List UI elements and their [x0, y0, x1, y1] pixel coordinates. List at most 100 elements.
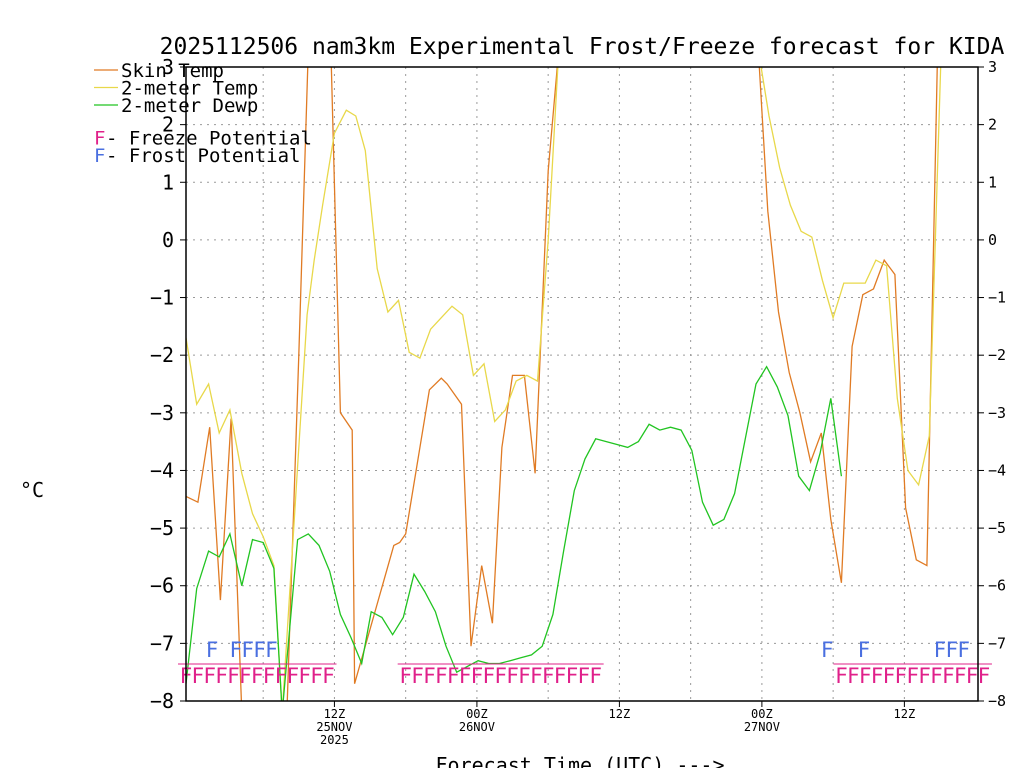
y-tick-label-left: −7 — [150, 631, 174, 655]
freeze-flag: F — [859, 664, 872, 688]
x-axis-label: Forecast Time (UTC) ---> — [436, 753, 725, 768]
freeze-flag: F — [966, 664, 979, 688]
freeze-flag: F — [918, 664, 931, 688]
freeze-flag: F — [482, 664, 495, 688]
freeze-flag: F — [435, 664, 448, 688]
freeze-flag: F — [215, 664, 228, 688]
frost-flag: F — [934, 638, 947, 662]
freeze-flag: F — [251, 664, 264, 688]
legend-label: 2-meter Dewp — [121, 95, 258, 117]
freeze-flag: F — [554, 664, 567, 688]
y-tick-label-right: 2 — [988, 116, 997, 134]
freeze-flag: F — [942, 664, 955, 688]
y-tick-label-left: 0 — [162, 228, 174, 252]
frost-flag: F — [206, 638, 219, 662]
y-tick-label-left: −5 — [150, 516, 174, 540]
freeze-flag: F — [494, 664, 507, 688]
freeze-flag: F — [239, 664, 252, 688]
y-tick-label-right: −3 — [988, 404, 1006, 422]
y-tick-label-left: 2 — [162, 113, 174, 137]
freeze-flag: F — [275, 664, 288, 688]
y-tick-label-left: 1 — [162, 170, 174, 194]
y-tick-label-left: −4 — [150, 458, 174, 482]
frost-flag: F — [858, 638, 871, 662]
freeze-flag: F — [423, 664, 436, 688]
freeze-flag: F — [287, 664, 300, 688]
legend-marker: F — [94, 128, 105, 150]
freeze-flag: F — [906, 664, 919, 688]
frost-flag: F — [946, 638, 959, 662]
y-tick-label-right: −1 — [988, 289, 1006, 307]
y-tick-label-left: −2 — [150, 343, 174, 367]
chart-title: 2025112506 nam3km Experimental Frost/Fre… — [160, 34, 1005, 60]
x-tick-label: 25NOV — [316, 720, 352, 734]
y-tick-label-right: −7 — [988, 634, 1006, 652]
x-tick-label: 00Z — [751, 707, 773, 721]
x-tick-label: 27NOV — [744, 720, 780, 734]
frost-flag: F — [821, 638, 834, 662]
y-tick-label-right: −4 — [988, 461, 1006, 479]
y-axis-label: °C — [20, 478, 44, 502]
freeze-flag: F — [203, 664, 216, 688]
freeze-flag: F — [447, 664, 460, 688]
y-tick-label-right: −5 — [988, 519, 1006, 537]
freeze-flag: F — [883, 664, 896, 688]
freeze-flag: F — [471, 664, 484, 688]
freeze-flag: F — [847, 664, 860, 688]
frost-flag: F — [957, 638, 970, 662]
x-tick-label: 12Z — [609, 707, 631, 721]
x-tick-label: 2025 — [320, 733, 349, 747]
x-tick-label: 12Z — [894, 707, 916, 721]
freeze-flag: F — [894, 664, 907, 688]
freeze-flag: F — [192, 664, 205, 688]
y-tick-label-right: −8 — [988, 692, 1006, 710]
legend-label: Skin Temp — [121, 60, 224, 82]
y-tick-label-right: 0 — [988, 231, 997, 249]
freeze-flag: F — [322, 664, 335, 688]
freeze-flag: F — [518, 664, 531, 688]
freeze-flag: F — [298, 664, 311, 688]
legend-label: - Frost Potential — [106, 145, 300, 167]
freeze-flag: F — [954, 664, 967, 688]
legend-label: 2-meter Temp — [121, 78, 258, 100]
freeze-flag: F — [978, 664, 991, 688]
x-tick-label: 26NOV — [459, 720, 495, 734]
x-tick-label: 12Z — [324, 707, 346, 721]
freeze-flag: F — [530, 664, 543, 688]
freeze-flag: F — [399, 664, 412, 688]
series-line-skin-temp — [186, 67, 938, 701]
freeze-flag: F — [835, 664, 848, 688]
freeze-flag: F — [227, 664, 240, 688]
y-tick-label-left: −1 — [150, 286, 174, 310]
freeze-flag: F — [542, 664, 555, 688]
frost-flag: F — [265, 638, 278, 662]
freeze-flag: F — [566, 664, 579, 688]
freeze-flag: F — [589, 664, 602, 688]
freeze-flag: F — [577, 664, 590, 688]
x-tick-label: 00Z — [466, 707, 488, 721]
y-tick-label-right: −6 — [988, 577, 1006, 595]
plot-frame — [185, 66, 979, 702]
y-tick-label-right: 1 — [988, 173, 997, 191]
frost-flag: F — [241, 638, 254, 662]
freeze-flag: F — [871, 664, 884, 688]
freeze-flag: F — [459, 664, 472, 688]
y-tick-label-left: −3 — [150, 401, 174, 425]
legend-label: - Freeze Potential — [106, 128, 312, 150]
y-tick-label-left: −6 — [150, 574, 174, 598]
legend-marker: F — [94, 145, 105, 167]
frost-flag: F — [230, 638, 243, 662]
y-tick-label-right: −2 — [988, 346, 1006, 364]
freeze-flag: F — [411, 664, 424, 688]
y-axis: −8 −8 −7 −7 −6 −6 −5 −5 −4 −4 −3 −3 −2 −2 −1 −1 0 0 1 1 2 2 3 3 — [150, 55, 1006, 713]
freeze-flag: F — [506, 664, 519, 688]
y-tick-label-left: −8 — [150, 689, 174, 713]
y-tick-label-right: 3 — [988, 58, 997, 76]
freeze-flag: F — [310, 664, 323, 688]
frost-flag: F — [253, 638, 266, 662]
freeze-flag: F — [930, 664, 943, 688]
freeze-flag: F — [263, 664, 276, 688]
